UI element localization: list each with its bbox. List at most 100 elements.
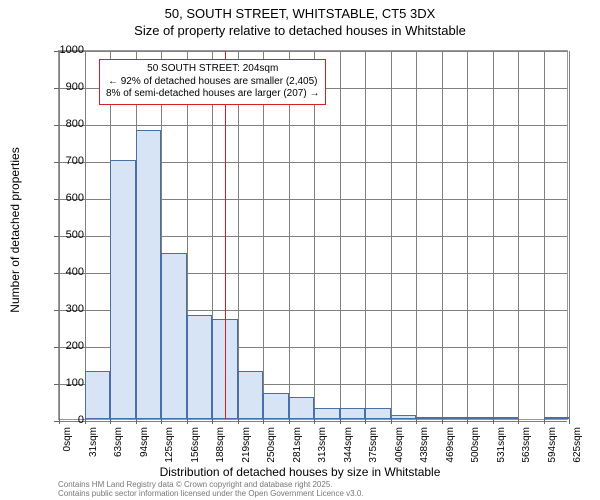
gridline-v <box>416 51 417 419</box>
ytick-label: 400 <box>44 266 84 278</box>
gridline-v <box>289 51 290 419</box>
xtick-mark <box>212 419 213 424</box>
histogram-bar <box>365 408 391 419</box>
gridline-v <box>442 51 443 419</box>
histogram-bar <box>263 393 289 419</box>
xtick-label: 313sqm <box>317 427 328 463</box>
histogram-bar <box>187 315 213 419</box>
xtick-label: 375sqm <box>368 427 379 463</box>
title-line1: 50, SOUTH STREET, WHITSTABLE, CT5 3DX <box>165 6 436 21</box>
xtick-mark <box>416 419 417 424</box>
histogram-bar <box>161 253 187 420</box>
gridline-v <box>467 51 468 419</box>
xtick-mark <box>340 419 341 424</box>
histogram-bar <box>289 397 315 419</box>
ytick-label: 600 <box>44 192 84 204</box>
histogram-bar <box>544 417 570 419</box>
histogram-bar <box>467 417 493 419</box>
histogram-bar <box>442 417 468 419</box>
xtick-mark <box>442 419 443 424</box>
plot-area: 50 SOUTH STREET: 204sqm ← 92% of detached… <box>58 50 568 420</box>
chart-title: 50, SOUTH STREET, WHITSTABLE, CT5 3DX Si… <box>0 0 600 40</box>
ytick-label: 300 <box>44 303 84 315</box>
histogram-bar <box>85 371 111 419</box>
xtick-label: 625sqm <box>572 427 583 463</box>
xtick-mark <box>544 419 545 424</box>
xtick-mark <box>110 419 111 424</box>
xtick-label: 563sqm <box>521 427 532 463</box>
gridline-v <box>340 51 341 419</box>
xtick-label: 500sqm <box>470 427 481 463</box>
histogram-bar <box>416 417 442 419</box>
histogram-bar <box>340 408 366 419</box>
xtick-mark <box>314 419 315 424</box>
xtick-label: 31sqm <box>88 427 99 457</box>
xtick-label: 63sqm <box>113 427 124 457</box>
reference-line <box>225 51 226 419</box>
xtick-label: 281sqm <box>292 427 303 463</box>
y-axis-label: Number of detached properties <box>8 147 22 312</box>
histogram-bar <box>136 130 162 419</box>
xtick-label: 531sqm <box>496 427 507 463</box>
xtick-label: 438sqm <box>419 427 430 463</box>
histogram-bar <box>238 371 264 419</box>
xtick-label: 125sqm <box>164 427 175 463</box>
xtick-label: 469sqm <box>445 427 456 463</box>
gridline-v <box>493 51 494 419</box>
xtick-label: 250sqm <box>266 427 277 463</box>
chart-container: 50, SOUTH STREET, WHITSTABLE, CT5 3DX Si… <box>0 0 600 500</box>
xtick-label: 344sqm <box>343 427 354 463</box>
xtick-label: 594sqm <box>547 427 558 463</box>
annotation-box: 50 SOUTH STREET: 204sqm ← 92% of detached… <box>99 59 326 105</box>
xtick-mark <box>136 419 137 424</box>
xtick-mark <box>85 419 86 424</box>
xtick-mark <box>493 419 494 424</box>
ytick-label: 1000 <box>44 44 84 56</box>
gridline-v <box>544 51 545 419</box>
xtick-mark <box>238 419 239 424</box>
ytick-label: 700 <box>44 155 84 167</box>
ytick-label: 0 <box>44 414 84 426</box>
xtick-label: 188sqm <box>215 427 226 463</box>
x-axis-label: Distribution of detached houses by size … <box>0 465 600 479</box>
histogram-bar <box>110 160 136 419</box>
title-line2: Size of property relative to detached ho… <box>134 23 466 38</box>
histogram-bar <box>314 408 340 419</box>
xtick-label: 156sqm <box>190 427 201 463</box>
ytick-label: 900 <box>44 81 84 93</box>
footer-line2: Contains public sector information licen… <box>58 489 364 498</box>
gridline-v <box>238 51 239 419</box>
gridline-v <box>365 51 366 419</box>
histogram-bar <box>493 417 519 419</box>
gridline-v <box>518 51 519 419</box>
gridline-v <box>85 51 86 419</box>
gridline-v <box>314 51 315 419</box>
plot-box: 50 SOUTH STREET: 204sqm ← 92% of detached… <box>58 50 568 420</box>
ytick-label: 800 <box>44 118 84 130</box>
xtick-mark <box>263 419 264 424</box>
annot-line3: 8% of semi-detached houses are larger (2… <box>106 88 319 99</box>
footer-attribution: Contains HM Land Registry data © Crown c… <box>58 480 364 498</box>
xtick-mark <box>289 419 290 424</box>
ytick-label: 500 <box>44 229 84 241</box>
annot-line1: 50 SOUTH STREET: 204sqm <box>147 63 278 74</box>
xtick-label: 219sqm <box>241 427 252 463</box>
xtick-mark <box>365 419 366 424</box>
xtick-label: 94sqm <box>139 427 150 457</box>
xtick-mark <box>187 419 188 424</box>
gridline-v <box>569 51 570 419</box>
xtick-label: 406sqm <box>394 427 405 463</box>
annot-line2: ← 92% of detached houses are smaller (2,… <box>108 76 318 87</box>
gridline-v <box>263 51 264 419</box>
gridline-v <box>391 51 392 419</box>
xtick-mark <box>467 419 468 424</box>
xtick-mark <box>569 419 570 424</box>
xtick-mark <box>161 419 162 424</box>
xtick-label: 0sqm <box>62 427 73 451</box>
xtick-mark <box>391 419 392 424</box>
footer-line1: Contains HM Land Registry data © Crown c… <box>58 480 333 489</box>
histogram-bar <box>391 415 417 419</box>
xtick-mark <box>518 419 519 424</box>
ytick-label: 200 <box>44 340 84 352</box>
ytick-label: 100 <box>44 377 84 389</box>
